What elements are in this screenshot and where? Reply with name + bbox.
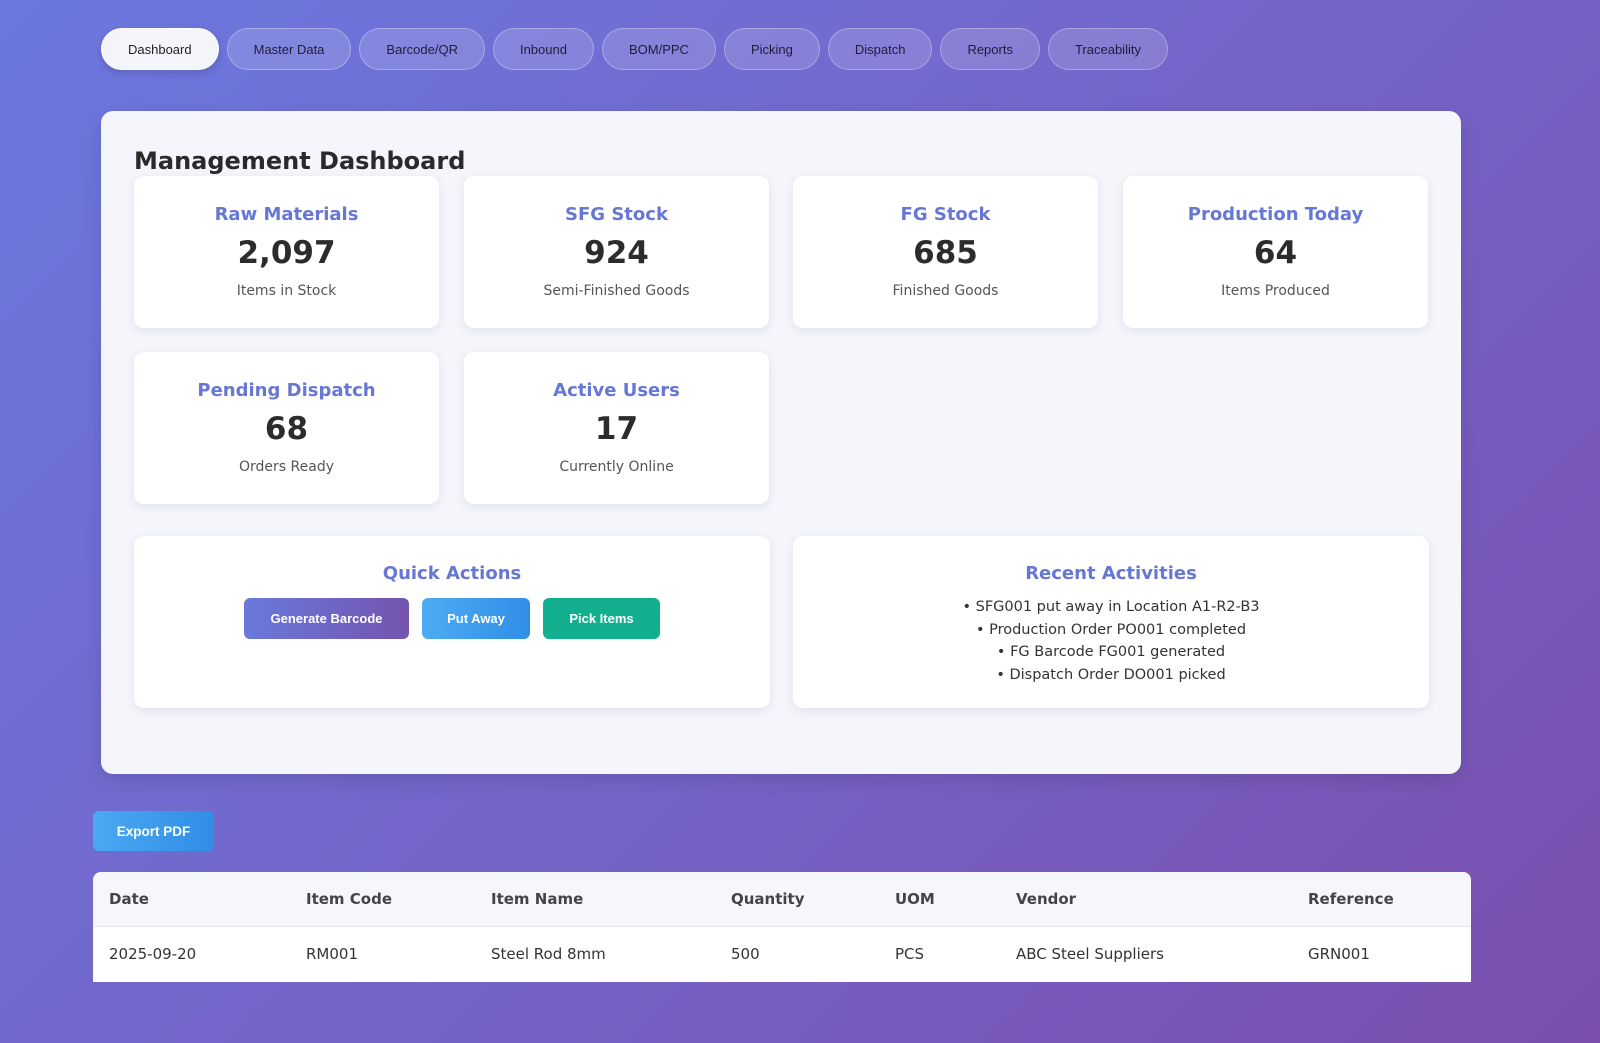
cell-item-code: RM001	[306, 945, 358, 964]
tab-traceability[interactable]: Traceability	[1047, 28, 1168, 70]
cell-item-name: Steel Rod 8mm	[491, 945, 606, 964]
stat-subtitle: Currently Online	[559, 459, 674, 475]
tab-bom-ppc[interactable]: BOM/PPC	[601, 28, 716, 70]
tab-reports[interactable]: Reports	[940, 28, 1040, 70]
column-header-item-name[interactable]: Item Name	[475, 872, 715, 927]
stat-value: 2,097	[237, 235, 336, 271]
tab-master-data[interactable]: Master Data	[226, 28, 352, 70]
stat-value: 68	[264, 411, 309, 447]
tab-barcode-qr[interactable]: Barcode/QR	[359, 28, 485, 70]
stat-subtitle: Finished Goods	[892, 283, 999, 299]
activity-item: • FG Barcode FG001 generated	[996, 644, 1226, 660]
activity-list: • SFG001 put away in Location A1-R2-B3 •…	[793, 596, 1429, 686]
tab-picking[interactable]: Picking	[723, 28, 820, 70]
pick-items-button[interactable]: Pick Items	[543, 598, 660, 639]
stat-subtitle: Orders Ready	[239, 459, 334, 475]
dashboard-panel: Management Dashboard Raw Materials 2,097…	[101, 111, 1461, 774]
tab-dashboard[interactable]: Dashboard	[101, 28, 219, 70]
main-nav: Dashboard Master Data Barcode/QR Inbound…	[101, 28, 1168, 70]
inbound-table: Date Item Code Item Name Quantity UOM Ve…	[93, 872, 1471, 982]
stat-title: Raw Materials	[214, 204, 359, 225]
column-header-date[interactable]: Date	[93, 872, 290, 927]
column-header-quantity[interactable]: Quantity	[715, 872, 879, 927]
table-row[interactable]: 2025-09-20 RM001 Steel Rod 8mm 500 PCS A…	[93, 926, 1471, 982]
stat-card-pending-dispatch: Pending Dispatch 68 Orders Ready	[134, 352, 439, 504]
quick-actions-card: Quick Actions Generate Barcode Put Away …	[134, 536, 770, 708]
stat-card-fg-stock: FG Stock 685 Finished Goods	[793, 176, 1098, 328]
column-header-item-code[interactable]: Item Code	[290, 872, 475, 927]
column-header-uom[interactable]: UOM	[879, 872, 1000, 927]
data-table: Date Item Code Item Name Quantity UOM Ve…	[93, 872, 1471, 982]
put-away-button[interactable]: Put Away	[422, 598, 530, 639]
stat-title: Production Today	[1187, 204, 1364, 225]
column-header-vendor[interactable]: Vendor	[1000, 872, 1292, 927]
activity-item: • SFG001 put away in Location A1-R2-B3	[962, 599, 1260, 615]
cell-quantity: 500	[731, 945, 760, 964]
stat-card-raw-materials: Raw Materials 2,097 Items in Stock	[134, 176, 439, 328]
cell-vendor: ABC Steel Suppliers	[1016, 945, 1164, 964]
stat-card-production-today: Production Today 64 Items Produced	[1123, 176, 1428, 328]
tab-dispatch[interactable]: Dispatch	[827, 28, 933, 70]
stat-title: SFG Stock	[565, 204, 668, 225]
stat-value: 924	[584, 235, 649, 271]
generate-barcode-button[interactable]: Generate Barcode	[244, 598, 409, 639]
stat-subtitle: Items Produced	[1221, 283, 1330, 299]
activity-item: • Production Order PO001 completed	[975, 621, 1247, 638]
stat-subtitle: Items in Stock	[236, 283, 337, 299]
stat-value: 64	[1253, 235, 1298, 271]
stat-title: Active Users	[553, 380, 680, 401]
stat-title: Pending Dispatch	[197, 380, 376, 401]
page-title: Management Dashboard	[134, 147, 466, 175]
recent-activities-title: Recent Activities	[1025, 563, 1197, 584]
recent-activities-card: Recent Activities • SFG001 put away in L…	[793, 536, 1429, 708]
stat-value: 685	[913, 235, 978, 271]
stat-card-active-users: Active Users 17 Currently Online	[464, 352, 769, 504]
cell-date: 2025-09-20	[109, 945, 197, 964]
table-header-row: Date Item Code Item Name Quantity UOM Ve…	[93, 872, 1471, 927]
cell-uom: PCS	[895, 945, 925, 964]
activity-item: • Dispatch Order DO001 picked	[996, 666, 1226, 683]
export-pdf-button[interactable]: Export PDF	[93, 811, 214, 851]
tab-inbound[interactable]: Inbound	[492, 28, 594, 70]
cell-reference: GRN001	[1308, 945, 1370, 964]
quick-actions-buttons: Generate Barcode Put Away Pick Items	[134, 598, 770, 639]
stat-card-sfg-stock: SFG Stock 924 Semi-Finished Goods	[464, 176, 769, 328]
stat-value: 17	[594, 411, 639, 447]
stat-title: FG Stock	[900, 204, 991, 225]
column-header-reference[interactable]: Reference	[1292, 872, 1471, 927]
quick-actions-title: Quick Actions	[382, 563, 522, 584]
stat-subtitle: Semi-Finished Goods	[543, 283, 690, 299]
